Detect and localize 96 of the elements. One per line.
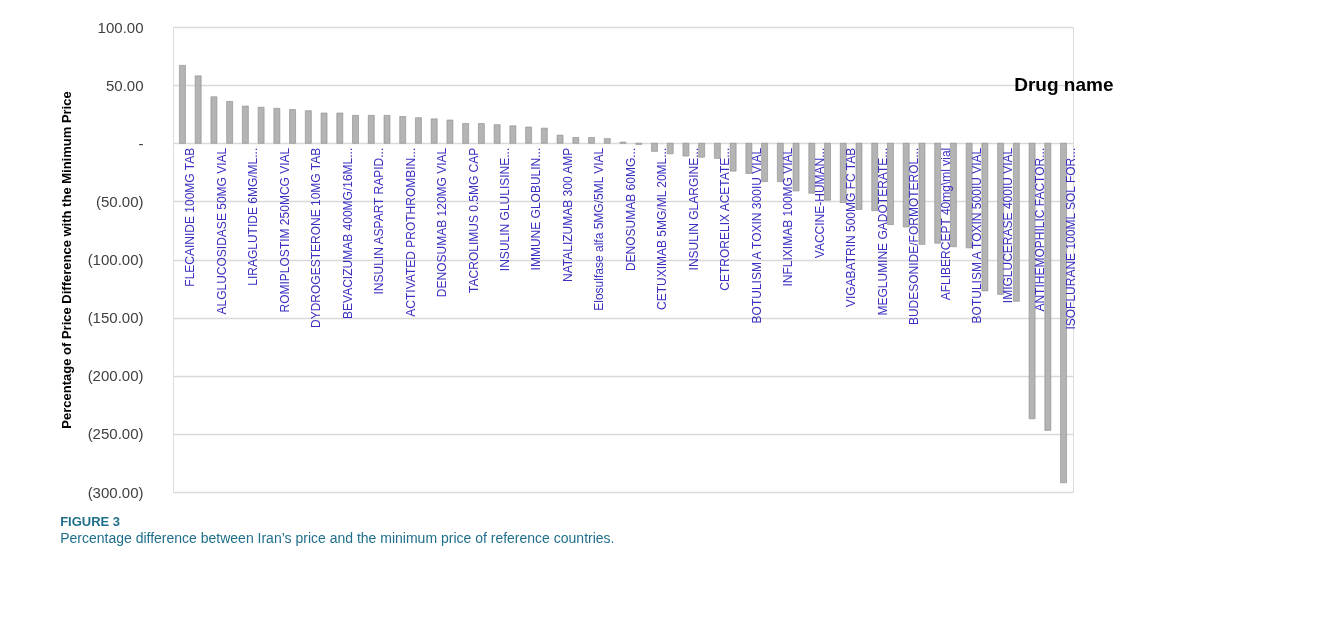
x-tick-label: ISOFLURANE 100ML SOL FOR... (1064, 147, 1079, 330)
bar (745, 142, 753, 174)
bar (572, 137, 580, 144)
x-tick-label: TACROLIMUS 0.5MG CAP (466, 147, 481, 293)
bar (179, 65, 186, 144)
x-tick-label: VIGABATRIN 500MG FC TAB (844, 147, 859, 308)
bar (1044, 142, 1052, 431)
bar (871, 142, 879, 211)
x-axis-title: Drug name (1014, 74, 1114, 96)
x-tick-label: VACCINE-HUMAN... (812, 147, 827, 259)
bar (1060, 142, 1067, 483)
bar (556, 134, 564, 144)
x-tick-label: INSULIN GLULISINE... (497, 147, 512, 272)
bar (352, 115, 359, 144)
x-tick-label: IMIGLUCERASE 400IU VIAL (1001, 147, 1016, 304)
bar (383, 115, 391, 144)
x-tick-label: BEVACIZUMAB 400MG/16ML... (340, 147, 355, 319)
bar (682, 142, 690, 157)
bar (1013, 142, 1020, 302)
bar (887, 142, 894, 225)
x-tick-label: BUDESONIDE/FORMOTEROL... (907, 147, 922, 326)
bar (509, 125, 517, 144)
bar (698, 142, 705, 158)
bar (666, 142, 674, 155)
bar (289, 109, 296, 144)
bar (855, 142, 863, 210)
y-tick-label: 50.00 (105, 76, 144, 94)
x-tick-label: INFLIXIMAB 100MG VIAL (781, 147, 796, 287)
y-tick-label: 100.00 (97, 18, 144, 36)
y-tick-label: (100.00) (87, 251, 144, 268)
bar (603, 138, 611, 144)
bar (777, 142, 784, 182)
bar (525, 126, 532, 144)
x-tick-label: CETRORELIX ACETATE... (718, 147, 733, 291)
y-tick-label: (200.00) (87, 367, 144, 385)
bar (541, 127, 548, 144)
x-tick-label: INSULIN ASPART RAPID... (372, 147, 387, 295)
bar (305, 110, 312, 144)
bar (226, 101, 233, 144)
y-tick-label: (50.00) (95, 192, 144, 210)
bar (242, 105, 249, 144)
bar (997, 142, 1004, 295)
bar (808, 142, 816, 194)
x-tick-label: BOTULISM A TOXIN 500IU VIAL (970, 147, 985, 324)
x-tick-label: NATALIZUMAB 300 AMP (560, 147, 575, 283)
x-tick-label: BOTULISM A TOXIN 300IU VIAL (749, 147, 764, 324)
bar (1028, 142, 1036, 420)
bar (839, 142, 847, 203)
bar (399, 116, 407, 144)
x-tick-label: LIRAGLUTIDE 6MG/ML... (246, 147, 261, 286)
x-tick-label: CETUXIMAB 5MG/ML 20ML... (655, 147, 670, 311)
x-tick-label: FLECAINIDE 100MG TAB (183, 147, 198, 287)
y-tick-label: (300.00) (87, 483, 144, 501)
bar (902, 142, 910, 228)
bar (981, 142, 989, 292)
bar (194, 75, 202, 144)
x-tick-label: ALGLUCOSIDASE 50MG VIAL (214, 147, 229, 315)
bar (651, 142, 658, 152)
bar (729, 142, 737, 172)
bar (415, 117, 422, 144)
y-axis-title: Percentage of Price Difference with the Minimum Price (58, 91, 74, 429)
bar (210, 96, 218, 144)
text: Percentage difference between Iran’s price and the minimum price of reference countries. (60, 530, 615, 546)
bar (446, 119, 454, 144)
bar (462, 123, 469, 144)
bar (918, 142, 926, 245)
bar (478, 123, 485, 144)
bar (965, 142, 973, 249)
x-tick-label: DYDROGESTERONE 10MG TAB (309, 147, 324, 329)
bar (430, 118, 438, 144)
bar (792, 142, 800, 192)
x-tick-label: AFLIBERCEPT 40mg\ml vial (938, 147, 953, 301)
bar (934, 142, 941, 244)
x-tick-label: DENOSUMAB 120MG VIAL (435, 147, 450, 298)
bar (588, 137, 595, 144)
caption: FIGURE 3 (60, 514, 121, 529)
bar (761, 142, 768, 182)
x-tick-label: Elosulfase alfa 5MG/5ML VIAL (592, 147, 607, 311)
x-tick-label: INSULIN GLARGINE... (686, 147, 701, 271)
x-tick-label: MEGLUMINE GADOTERATE... (875, 147, 890, 316)
x-tick-label: IMMUNE GLOBULIN... (529, 147, 544, 271)
bar (367, 115, 375, 144)
bar (257, 106, 265, 144)
y-tick-label: - (138, 134, 144, 152)
x-tick-label: ANTIHEMOPHILIC FACTOR... (1032, 147, 1047, 312)
x-tick-label: ACTIVATED PROTHROMBIN... (403, 147, 418, 317)
bar (824, 142, 831, 201)
bar (273, 108, 281, 144)
y-tick-label: (150.00) (87, 309, 144, 327)
bar (714, 142, 721, 159)
bar (336, 112, 344, 144)
y-tick-label: (250.00) (87, 425, 144, 443)
bar (320, 112, 328, 144)
bar (493, 124, 501, 144)
x-tick-label: ROMIPLOSTIM 250MCG VIAL (277, 147, 292, 313)
x-tick-label: DENOSUMAB 60MG... (623, 147, 638, 272)
